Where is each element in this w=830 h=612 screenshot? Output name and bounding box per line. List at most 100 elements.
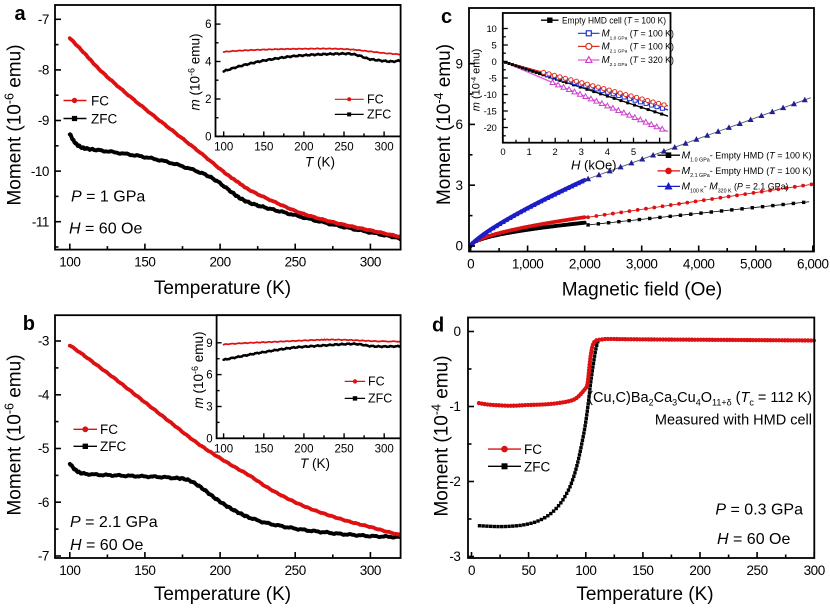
svg-text:200: 200 — [210, 563, 231, 578]
svg-text:150: 150 — [134, 255, 155, 270]
svg-text:50: 50 — [522, 563, 536, 578]
svg-text:T (K): T (K) — [300, 456, 330, 471]
svg-text:4: 4 — [605, 147, 610, 158]
svg-text:0: 0 — [468, 563, 475, 578]
svg-text:3: 3 — [455, 178, 463, 193]
svg-text:6,000: 6,000 — [797, 257, 829, 272]
svg-text:Moment (10-4 emu): Moment (10-4 emu) — [432, 44, 455, 205]
svg-text:Temperature (K): Temperature (K) — [576, 584, 713, 605]
svg-text:Moment (10-4 emu): Moment (10-4 emu) — [430, 355, 453, 516]
svg-text:0: 0 — [492, 57, 497, 68]
svg-text:-10: -10 — [31, 164, 49, 179]
svg-text:5: 5 — [492, 40, 497, 51]
svg-text:ZFC: ZFC — [91, 111, 117, 126]
svg-text:-7: -7 — [38, 12, 49, 27]
svg-text:4: 4 — [205, 57, 212, 69]
svg-text:M2.1 GPa (T = 320 K): M2.1 GPa (T = 320 K) — [602, 55, 675, 68]
svg-text:1: 1 — [526, 147, 531, 158]
svg-text:150: 150 — [254, 443, 273, 455]
svg-text:3: 3 — [579, 147, 584, 158]
svg-text:100: 100 — [59, 563, 80, 578]
svg-text:FC: FC — [368, 375, 385, 389]
svg-text:T (K): T (K) — [305, 155, 335, 170]
svg-text:-9: -9 — [38, 113, 49, 128]
svg-text:100: 100 — [575, 563, 596, 578]
svg-text:FC: FC — [524, 442, 542, 457]
svg-text:150: 150 — [134, 563, 155, 578]
svg-text:d: d — [432, 315, 444, 337]
svg-text:300: 300 — [360, 563, 381, 578]
svg-text:100: 100 — [59, 255, 80, 270]
svg-text:300: 300 — [804, 563, 825, 578]
svg-text:-10: -10 — [484, 90, 497, 101]
svg-text:H = 60 Oe: H = 60 Oe — [69, 220, 142, 237]
svg-text:P = 2.1 GPa: P = 2.1 GPa — [70, 514, 158, 531]
svg-text:300: 300 — [375, 141, 394, 153]
svg-text:b: b — [23, 313, 35, 335]
svg-text:m (10-4 emu): m (10-4 emu) — [471, 49, 483, 112]
svg-text:m (10-6 emu): m (10-6 emu) — [190, 331, 206, 408]
svg-text:4,000: 4,000 — [683, 257, 715, 272]
svg-text:M1.0 GPa (T = 100 K): M1.0 GPa (T = 100 K) — [602, 29, 675, 42]
svg-text:200: 200 — [210, 255, 231, 270]
svg-text:0: 0 — [455, 239, 463, 254]
svg-text:P = 0.3 GPa: P = 0.3 GPa — [715, 502, 803, 519]
svg-text:2: 2 — [205, 94, 211, 106]
svg-text:250: 250 — [285, 255, 306, 270]
svg-text:-11: -11 — [32, 214, 49, 229]
svg-text:FC: FC — [367, 92, 384, 106]
svg-text:9: 9 — [455, 56, 463, 71]
svg-text:-1: -1 — [449, 399, 460, 414]
svg-text:M100 K- M320 K (P = 2.1 GPa): M100 K- M320 K (P = 2.1 GPa) — [682, 181, 789, 195]
svg-text:0: 0 — [467, 257, 474, 272]
svg-text:M2.1 GPa- Empty HMD (T = 100 K: M2.1 GPa- Empty HMD (T = 100 K) — [682, 165, 812, 179]
svg-text:(Cu,C)Ba2Ca3Cu4O11+δ (Tc = 112: (Cu,C)Ba2Ca3Cu4O11+δ (Tc = 112 K) — [588, 390, 812, 408]
svg-text:300: 300 — [375, 443, 394, 455]
svg-text:250: 250 — [335, 443, 354, 455]
svg-text:200: 200 — [294, 141, 313, 153]
svg-text:P = 1 GPa: P = 1 GPa — [71, 189, 145, 206]
svg-text:150: 150 — [254, 141, 273, 153]
svg-text:300: 300 — [360, 255, 381, 270]
svg-text:H = 60 Oe: H = 60 Oe — [717, 531, 790, 548]
svg-text:Temperature (K): Temperature (K) — [154, 278, 291, 299]
svg-text:6: 6 — [206, 370, 212, 382]
svg-text:100: 100 — [214, 443, 233, 455]
svg-text:FC: FC — [100, 422, 118, 437]
svg-text:-3: -3 — [38, 334, 49, 349]
svg-text:3: 3 — [206, 402, 212, 414]
svg-text:ZFC: ZFC — [524, 459, 550, 474]
svg-text:250: 250 — [285, 563, 306, 578]
svg-text:0: 0 — [205, 131, 211, 143]
svg-text:0: 0 — [453, 324, 460, 339]
svg-text:1,000: 1,000 — [512, 257, 544, 272]
svg-text:M1.0 GPa- Empty HMD (T = 100 K: M1.0 GPa- Empty HMD (T = 100 K) — [682, 150, 812, 164]
svg-text:250: 250 — [334, 141, 353, 153]
svg-text:-4: -4 — [38, 387, 50, 402]
svg-text:m (10-6 emu): m (10-6 emu) — [187, 33, 203, 110]
svg-text:10: 10 — [487, 24, 497, 35]
svg-text:150: 150 — [632, 563, 653, 578]
svg-text:-8: -8 — [38, 63, 49, 78]
svg-text:0: 0 — [206, 433, 212, 445]
svg-text:0: 0 — [500, 147, 505, 158]
svg-text:Moment (10-6 emu): Moment (10-6 emu) — [3, 44, 26, 205]
svg-text:-7: -7 — [38, 549, 49, 564]
svg-text:-3: -3 — [449, 549, 460, 564]
svg-text:250: 250 — [747, 563, 768, 578]
svg-text:ZFC: ZFC — [367, 107, 391, 121]
svg-text:FC: FC — [91, 93, 109, 108]
svg-text:-6: -6 — [38, 495, 49, 510]
svg-text:2: 2 — [553, 147, 558, 158]
svg-text:Magnetic field (Oe): Magnetic field (Oe) — [562, 280, 723, 301]
svg-text:-15: -15 — [484, 106, 497, 117]
svg-text:c: c — [441, 6, 452, 28]
svg-text:H = 60 Oe: H = 60 Oe — [70, 537, 143, 554]
svg-text:200: 200 — [689, 563, 710, 578]
svg-text:ZFC: ZFC — [368, 392, 392, 406]
svg-text:-5: -5 — [38, 441, 49, 456]
svg-text:M2.1 GPa (T = 100 K): M2.1 GPa (T = 100 K) — [602, 42, 675, 55]
svg-text:9: 9 — [206, 338, 212, 350]
svg-text:-5: -5 — [489, 73, 497, 84]
svg-text:5: 5 — [631, 147, 636, 158]
